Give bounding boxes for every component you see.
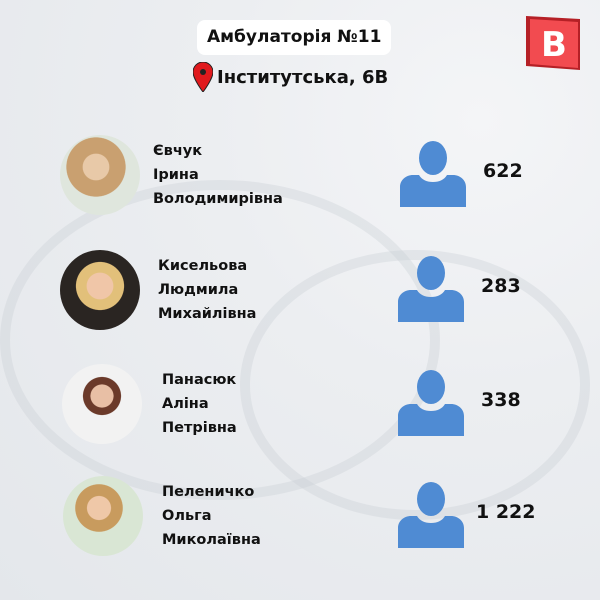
background-decoration (240, 250, 590, 520)
address: Інститутська, 6В (193, 62, 388, 92)
doctor-middle-name: Миколаївна (162, 532, 261, 548)
doctor-name: Євчук Ірина Володимирівна (153, 139, 283, 211)
doctor-last-name: Пеленичко (162, 484, 255, 500)
user-icon (398, 370, 464, 436)
doctor-first-name: Ірина (153, 167, 199, 183)
user-icon (398, 256, 464, 322)
doctor-first-name: Людмила (158, 282, 239, 298)
doctor-row: Панасюк Аліна Петрівна 338 (0, 354, 600, 454)
doctor-last-name: Панасюк (162, 372, 237, 388)
user-icon (398, 482, 464, 548)
doctor-row: Пеленичко Ольга Миколаївна 1 222 (0, 466, 600, 566)
doctor-photo (63, 476, 143, 556)
doctor-last-name: Євчук (153, 143, 203, 159)
page-title: Амбулаторія №11 (197, 20, 392, 55)
doctor-name: Пеленичко Ольга Миколаївна (162, 480, 261, 552)
doctor-middle-name: Михайлівна (158, 306, 257, 322)
doctor-last-name: Кисельова (158, 258, 248, 274)
doctor-first-name: Аліна (162, 396, 209, 412)
address-text: Інститутська, 6В (217, 66, 389, 88)
doctor-name: Панасюк Аліна Петрівна (162, 368, 237, 440)
doctor-middle-name: Петрівна (162, 420, 237, 436)
map-pin-icon (193, 62, 213, 92)
patient-count: 1 222 (476, 501, 536, 523)
doctor-photo (60, 250, 140, 330)
doctor-middle-name: Володимирівна (153, 191, 283, 207)
svg-text:B: B (541, 25, 567, 65)
doctor-photo (60, 135, 140, 215)
doctor-row: Євчук Ірина Володимирівна 622 (0, 125, 600, 225)
patient-count: 622 (483, 160, 523, 182)
doctor-photo (62, 364, 142, 444)
patient-count: 338 (481, 389, 521, 411)
user-icon (400, 141, 466, 207)
patient-count: 283 (481, 275, 521, 297)
doctor-row: Кисельова Людмила Михайлівна 283 (0, 240, 600, 340)
doctor-name: Кисельова Людмила Михайлівна (158, 254, 256, 326)
logo: B (526, 16, 580, 70)
doctor-first-name: Ольга (162, 508, 212, 524)
